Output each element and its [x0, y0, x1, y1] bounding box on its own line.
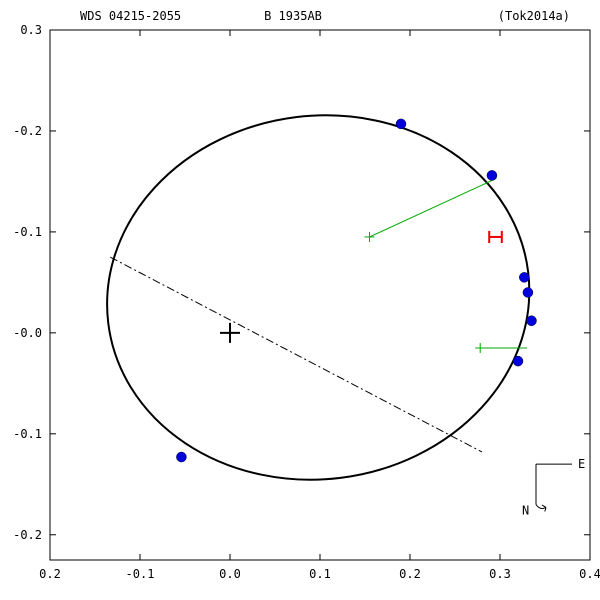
x-tick-label: 0.0	[219, 567, 241, 581]
y-tick-label: -0.1	[13, 427, 42, 441]
y-tick-label: -0.2	[13, 124, 42, 138]
header-center: B 1935AB	[264, 9, 322, 23]
observation-point	[513, 356, 523, 366]
observation-point	[176, 452, 186, 462]
compass-label-e: E	[578, 457, 585, 471]
header-left: WDS 04215-2055	[80, 9, 181, 23]
observation-point	[487, 170, 497, 180]
header-right: (Tok2014a)	[498, 9, 570, 23]
observation-point	[519, 272, 529, 282]
compass-label-n: N	[522, 503, 529, 517]
y-tick-label: -0.1	[13, 225, 42, 239]
x-tick-label: 0.2	[39, 567, 61, 581]
x-tick-label: 0.3	[489, 567, 511, 581]
x-tick-label: -0.1	[126, 567, 155, 581]
x-tick-label: 0.2	[399, 567, 421, 581]
x-tick-label: 0.1	[309, 567, 331, 581]
observation-point	[523, 287, 533, 297]
x-tick-label: 0.4	[579, 567, 600, 581]
plot-background	[0, 0, 600, 600]
orbit-plot: 0.2 -0.1 0.0 0.1 0.2 0.3 0.4 0.3 -0.2 -0.1 -0.0 -0.…	[0, 0, 600, 600]
y-tick-label: -0.2	[13, 528, 42, 542]
y-tick-label: 0.3	[20, 23, 42, 37]
observation-point	[396, 119, 406, 129]
observation-point	[527, 316, 537, 326]
y-tick-label: -0.0	[13, 326, 42, 340]
